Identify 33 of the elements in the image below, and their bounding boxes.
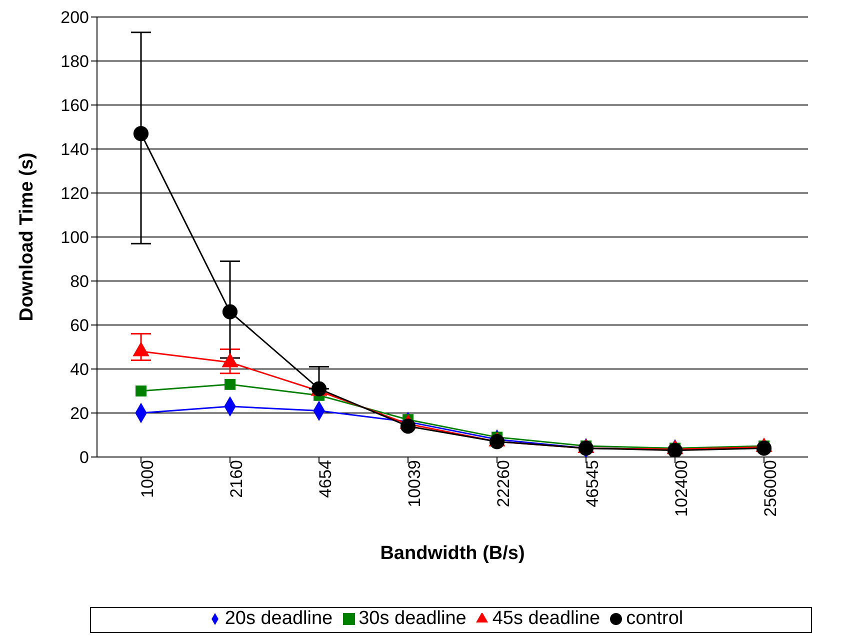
point [222,304,238,320]
x-tick-label: 10039 [405,460,424,508]
y-tick-label: 80 [70,272,89,292]
y-axis-title: Download Time (s) [16,152,38,322]
y-tick-label: 200 [60,8,89,28]
y-tick-label: 0 [80,448,89,468]
y-tick-label: 180 [60,52,89,72]
point [756,440,772,456]
x-tick-label: 256000 [761,460,780,517]
y-tick-label: 120 [60,184,89,204]
y-tick-label: 140 [60,140,89,160]
x-tick-label: 46545 [583,460,602,508]
y-tick-label: 20 [70,404,89,424]
x-tick-label: 102400 [672,460,692,517]
point [667,442,683,457]
legend-label: 20s deadline [224,608,333,629]
x-tick-label: 2160 [227,460,246,498]
x-tick-label: 22260 [494,460,514,508]
point [136,386,146,396]
point [489,434,505,450]
y-tick-label: 160 [60,96,89,116]
x-tick-label: 4654 [316,460,336,498]
y-tick-label: 100 [60,228,89,248]
point [224,378,236,390]
y-tick-label: 40 [70,360,89,380]
legend-label: 30s deadline [358,608,466,629]
legend-label: 45s deadline [492,608,600,629]
x-axis-title: Bandwidth (B/s) [380,543,525,564]
y-tick-label: 60 [70,316,89,336]
x-tick-label: 1000 [138,460,158,498]
legend-label: control [626,608,684,629]
point [578,440,594,456]
point [133,126,149,142]
